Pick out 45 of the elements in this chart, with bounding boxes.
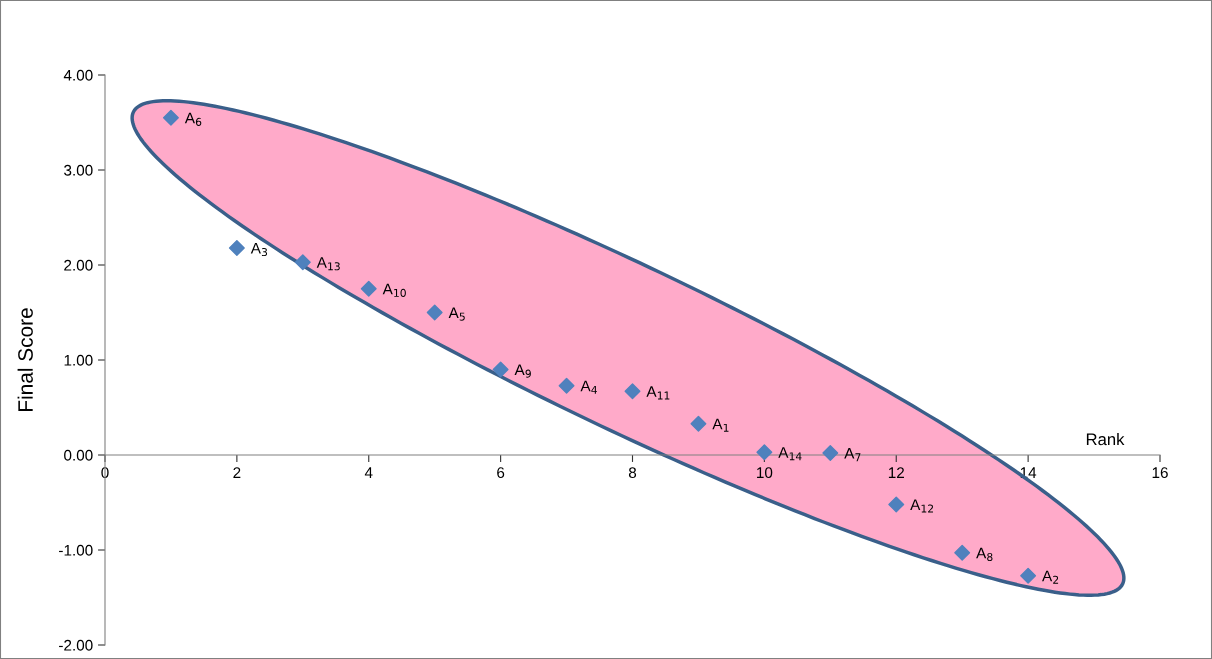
point [492, 361, 509, 378]
point [228, 239, 245, 256]
point [954, 544, 971, 561]
annotation: A$_{5}$ [448, 307, 465, 321]
point [690, 415, 707, 432]
annotation: A$_{3}$ [250, 242, 268, 257]
annotation: A$_{14}$ [778, 447, 802, 461]
point [822, 445, 839, 462]
annotation: A$_{11}$ [646, 386, 670, 400]
point [756, 444, 773, 461]
point [294, 254, 311, 271]
annotation: A$_{9}$ [514, 364, 531, 378]
point [558, 377, 575, 394]
x-tick-label: 12 [888, 467, 904, 478]
x-tick-label: 0 [101, 467, 109, 479]
annotation: A$_{12}$ [910, 499, 934, 513]
point [360, 280, 377, 297]
point [1020, 567, 1037, 584]
y-tick-label: 2.00 [64, 259, 93, 271]
y-axis-title: Final Score [17, 308, 33, 411]
annotation: A$_{8}$ [976, 547, 993, 562]
x-tick-label: 10 [757, 467, 773, 479]
x-tick-label: 4 [364, 467, 373, 478]
annotation: A$_{1}$ [712, 418, 729, 432]
x-tick-label: 8 [628, 467, 637, 479]
annotation: A$_{10}$ [382, 283, 406, 297]
y-tick-label: -2.00 [59, 639, 93, 651]
y-tick-label: -1.00 [59, 544, 93, 556]
annotation: A$_{6}$ [184, 112, 202, 126]
point [624, 383, 641, 400]
point [162, 109, 179, 126]
annotation: A$_{13}$ [316, 257, 340, 271]
y-tick-label: 1.00 [64, 354, 93, 366]
x-tick-label: 2 [233, 467, 241, 478]
y-tick-label: 4.00 [63, 69, 93, 81]
point [888, 496, 905, 513]
y-tick-label: 3.00 [64, 164, 93, 176]
annotation: A$_{7}$ [844, 448, 861, 462]
annotation: A$_{2}$ [1042, 570, 1059, 584]
x-tick-label: 16 [1152, 467, 1168, 479]
point [426, 304, 443, 321]
x-axis-title: Rank [1086, 433, 1125, 446]
annotation: A$_{4}$ [580, 380, 597, 394]
y-tick-label: 0.00 [64, 449, 93, 461]
x-tick-label: 6 [497, 467, 505, 479]
